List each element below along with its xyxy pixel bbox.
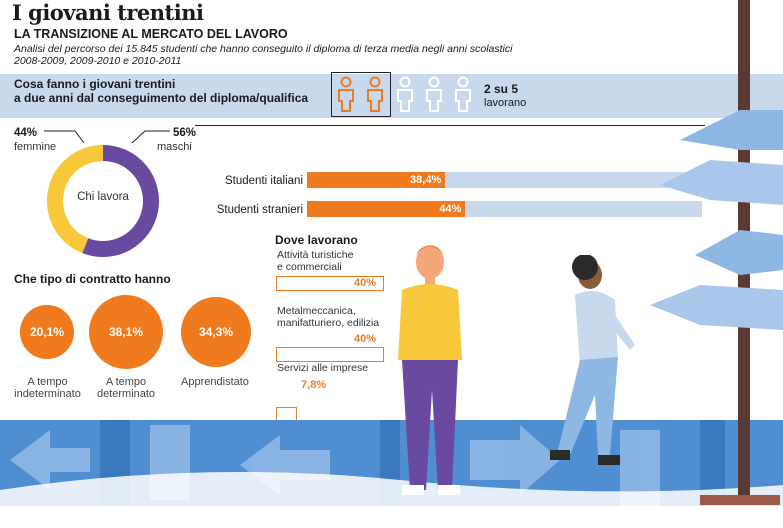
sector-value-turismo: 40% xyxy=(354,277,377,289)
sector-label-turismo-line2: e commerciali xyxy=(277,261,342,273)
sector-label-turismo-line1: Attività turistiche xyxy=(277,249,354,261)
people-icons xyxy=(338,76,471,112)
page-subtitle: LA TRANSIZIONE AL MERCATO DEL LAVORO xyxy=(14,27,288,41)
sector-value-servizi: 7,8% xyxy=(301,379,327,391)
sector-label-manifattura-line2: manifatturiero, edilizia xyxy=(277,317,380,329)
contract-label-indeterminato-line2: indeterminato xyxy=(14,388,81,400)
donut-male-label: maschi xyxy=(157,141,192,153)
donut-slice-femmine xyxy=(47,145,104,254)
contract-circle-apprendistato: 34,3% xyxy=(180,296,252,368)
sector-bar-turismo xyxy=(276,276,384,291)
page-description: Analisi del percorso dei 15.845 studenti… xyxy=(14,43,614,67)
question-line-2: a due anni dal conseguimento del diploma… xyxy=(14,91,309,105)
question-text: Cosa fanno i giovani trentini a due anni… xyxy=(14,77,308,105)
contract-circle-determinato: 38,1% xyxy=(89,295,163,369)
sector-label-servizi: Servizi alle imprese xyxy=(277,362,368,374)
contract-value-indeterminato: 20,1% xyxy=(29,324,64,339)
workers-frame xyxy=(331,72,391,117)
bar-value-italiani: 38,4% xyxy=(410,174,442,186)
ratio-label: lavorano xyxy=(484,97,527,109)
woman-illustration xyxy=(550,255,635,465)
donut-slice-maschi xyxy=(82,145,159,257)
bar-track-stranieri: 44% xyxy=(307,201,702,217)
bar-fill-stranieri: 44% xyxy=(307,201,466,217)
sector-label-turismo: Attività turistiche e commerciali xyxy=(277,249,353,273)
contract-title: Che tipo di contratto hanno xyxy=(14,272,171,286)
man-illustration xyxy=(398,245,462,495)
sector-value-manifattura: 40% xyxy=(354,333,377,345)
sector-label-manifattura: Metalmeccanica, manifatturiero, edilizia xyxy=(277,305,379,329)
contract-label-determinato-line2: determinato xyxy=(96,388,156,400)
description-line-1: Analisi del percorso dei 15.845 studenti… xyxy=(14,43,513,55)
contract-value-apprendistato: 34,3% xyxy=(198,324,233,339)
signpost-illustration xyxy=(650,0,783,505)
arrow-pattern-illustration xyxy=(0,420,783,506)
contract-circle-indeterminato: 20,1% xyxy=(20,305,74,359)
person-icon-4 xyxy=(426,76,442,112)
sector-label-servizi-line1: Servizi alle imprese xyxy=(277,362,369,374)
bar-label-italiani: Studenti italiani xyxy=(225,175,303,187)
question-line-1: Cosa fanno i giovani trentini xyxy=(14,77,176,91)
person-icon-working-2 xyxy=(367,76,383,112)
donut-leader-lines xyxy=(44,130,170,144)
person-icon-5 xyxy=(455,76,471,112)
sector-bar-manifattura xyxy=(276,347,384,362)
question-band xyxy=(0,74,783,118)
donut-center-label: Chi lavora xyxy=(77,191,129,203)
sector-label-manifattura-line1: Metalmeccanica, xyxy=(277,305,356,317)
bar-fill-italiani: 38,4% xyxy=(307,172,446,188)
person-icon-3 xyxy=(397,76,413,112)
page-title: I giovani trentini xyxy=(12,0,204,25)
contract-label-indeterminato-line1: A tempo xyxy=(27,376,68,388)
bar-track-italiani: 38,4% xyxy=(307,172,702,188)
bar-label-stranieri: Studenti stranieri xyxy=(216,204,303,216)
donut-male-value: 56% xyxy=(173,127,197,139)
contract-label-determinato: A tempo determinato xyxy=(82,376,170,400)
donut-chart xyxy=(47,145,159,257)
description-line-2: 2008-2009, 2009-2010 e 2010-2011 xyxy=(14,55,182,67)
contract-label-indeterminato: A tempo indeterminato xyxy=(5,376,90,400)
person-icon-working-1 xyxy=(338,76,354,112)
ratio-value: 2 su 5 xyxy=(484,82,519,96)
contract-label-apprendistato: Apprendistato xyxy=(172,376,258,388)
contract-label-apprendistato-line1: Apprendistato xyxy=(181,376,249,388)
donut-female-label: femmine xyxy=(14,141,57,153)
contract-value-determinato: 38,1% xyxy=(108,325,144,339)
contract-label-determinato-line1: A tempo xyxy=(105,376,147,388)
bar-value-stranieri: 44% xyxy=(439,203,462,215)
divider-line xyxy=(195,125,705,126)
donut-female-value: 44% xyxy=(14,127,38,139)
sector-title: Dove lavorano xyxy=(275,233,358,247)
